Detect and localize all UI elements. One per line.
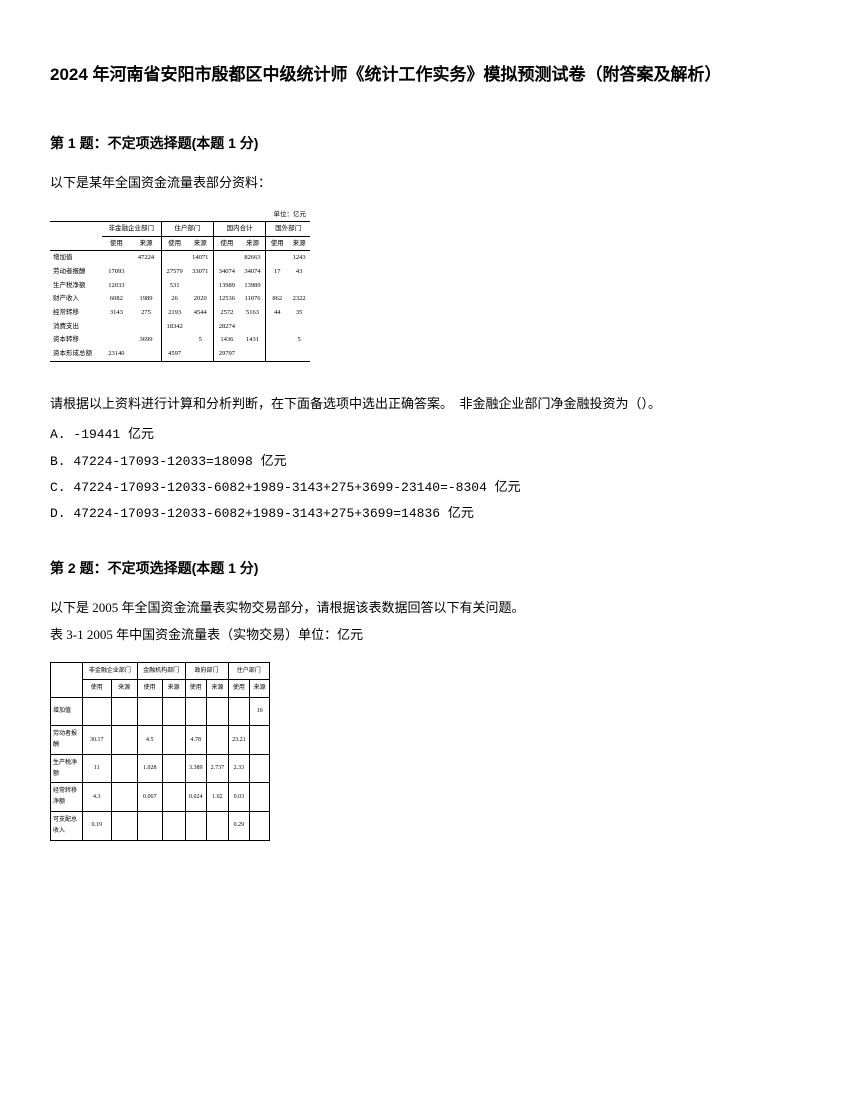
table-row: 资本形成总额 23140 4597 29797: [50, 347, 310, 361]
q1-th-sub: 使用: [102, 236, 132, 251]
q1-th-group: 国外部门: [266, 221, 310, 236]
q1-table-unit: 单位：亿元: [50, 209, 310, 221]
table-row: 劳动者报酬 17093 2757933071 3407434074 1743: [50, 265, 310, 279]
q2-th-sub: 使用: [185, 680, 207, 698]
q1-option-c: C. 47224-17093-12033-6082+1989-3143+275+…: [50, 476, 800, 499]
q2-stem2: 表 3-1 2005 年中国资金流量表（实物交易）单位：亿元: [50, 623, 800, 646]
table-row: 经常转移 3143275 21934544 25725163 4435: [50, 306, 310, 320]
q2-th-group: 政府部门: [185, 662, 228, 680]
table-row: 经常转移净额 4.3 0.067 0.0241.02 0.03: [51, 783, 270, 812]
table-row: 增加值 10: [51, 698, 270, 726]
q2-table-container: 非金融企业部门 金融机构部门 政府部门 住户部门 使用 来源 使用 来源 使用 …: [50, 662, 270, 841]
q2-th-group: 金融机构部门: [137, 662, 185, 680]
q2-th-sub: 来源: [250, 680, 270, 698]
q1-th-sub: 来源: [187, 236, 213, 251]
q2-heading: 第 2 题：不定项选择题(本题 1 分): [50, 556, 800, 581]
q1-th-group: 非金融企业部门: [102, 221, 162, 236]
q1-heading: 第 1 题：不定项选择题(本题 1 分): [50, 131, 800, 156]
q1-th-group: 国内合计: [214, 221, 266, 236]
q2-th-sub: 来源: [207, 680, 229, 698]
q1-th-sub: 使用: [266, 236, 288, 251]
q2-th-sub: 使用: [137, 680, 162, 698]
q2-th-sub: 来源: [111, 680, 137, 698]
table-row: 消费支出 18342 28274: [50, 320, 310, 334]
table-row: 生产税净额 11 1.028 3.3892.737 2.33: [51, 754, 270, 783]
q2-th-group: 非金融企业部门: [83, 662, 138, 680]
q1-stem: 以下是某年全国资金流量表部分资料：: [50, 171, 800, 194]
q2-table: 非金融企业部门 金融机构部门 政府部门 住户部门 使用 来源 使用 来源 使用 …: [50, 662, 270, 841]
table-row: 可支配总收入 0.19 0.29: [51, 812, 270, 841]
q1-table: 非金融企业部门 住户部门 国内合计 国外部门 使用 来源 使用 来源 使用 来源…: [50, 221, 310, 362]
document-title: 2024 年河南省安阳市殷都区中级统计师《统计工作实务》模拟预测试卷（附答案及解…: [50, 60, 800, 91]
q1-prompt: 请根据以上资料进行计算和分析判断，在下面备选项中选出正确答案。 非金融企业部门净…: [50, 392, 800, 415]
table-row: 财产收入 60821989 262020 1253611076 8622322: [50, 292, 310, 306]
q1-th-sub: 来源: [131, 236, 161, 251]
table-row: 增加值 47224 14071 82663 1243: [50, 251, 310, 265]
table-row: 生产税净额 12033 531 1398913989: [50, 279, 310, 293]
q1-th-sub: 使用: [161, 236, 187, 251]
table-row: 资本转移 3699 5 14361431 5: [50, 333, 310, 347]
q2-th-group: 住户部门: [228, 662, 269, 680]
q2-stem1: 以下是 2005 年全国资金流量表实物交易部分，请根据该表数据回答以下有关问题。: [50, 596, 800, 619]
q1-option-a: A. -19441 亿元: [50, 423, 800, 446]
q1-th-group: 住户部门: [161, 221, 213, 236]
q1-th-sub: 来源: [288, 236, 310, 251]
q1-option-b: B. 47224-17093-12033=18098 亿元: [50, 450, 800, 473]
q1-th-sub: 使用: [214, 236, 240, 251]
q1-table-container: 单位：亿元 非金融企业部门 住户部门 国内合计 国外部门 使用 来源 使用 来源…: [50, 209, 310, 362]
q2-th-sub: 使用: [228, 680, 250, 698]
q2-th-sub: 使用: [83, 680, 112, 698]
table-row: 劳动者报酬 30.17 4.5 4.78 23.21: [51, 726, 270, 755]
q1-th-sub: 来源: [240, 236, 266, 251]
q2-th-sub: 来源: [162, 680, 185, 698]
q1-option-d: D. 47224-17093-12033-6082+1989-3143+275+…: [50, 502, 800, 525]
